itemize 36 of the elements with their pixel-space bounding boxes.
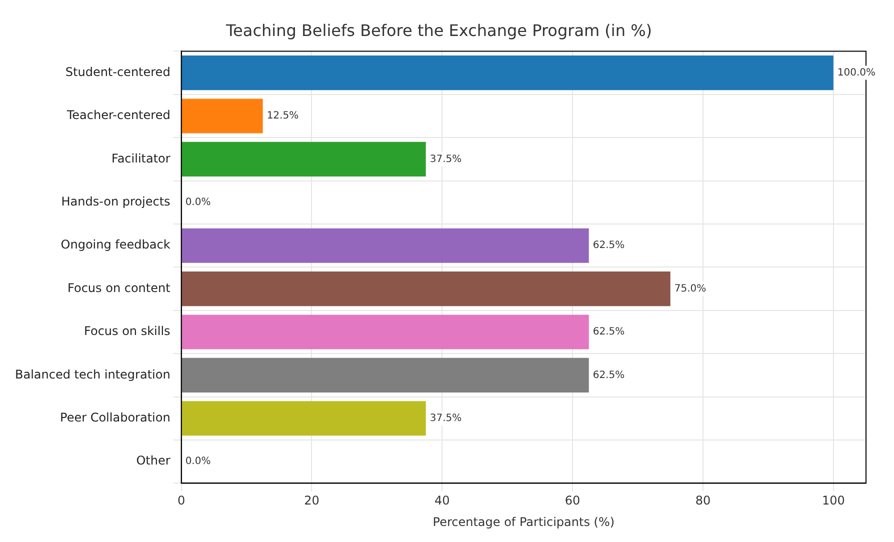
bar xyxy=(182,358,589,392)
data-label: 75.0% xyxy=(674,283,706,294)
y-tick-label: Focus on content xyxy=(68,280,171,295)
y-tick-label: Peer Collaboration xyxy=(60,410,170,425)
data-label: 62.5% xyxy=(592,240,625,252)
data-label: 62.5% xyxy=(592,370,625,381)
data-label: 0.0% xyxy=(185,196,211,208)
bar xyxy=(182,314,589,350)
x-tick-label: 40 xyxy=(434,494,450,508)
bar xyxy=(182,228,589,263)
data-label: 0.0% xyxy=(185,456,211,468)
data-label: 37.5% xyxy=(430,412,462,424)
y-tick-label: Focus on skills xyxy=(84,324,170,338)
x-tick-label: 100 xyxy=(822,494,845,508)
y-tick-label: Hands-on projects xyxy=(61,194,170,209)
y-tick-label: Teacher-centered xyxy=(66,108,170,122)
y-tick-label: Ongoing feedback xyxy=(60,238,170,252)
x-axis-title: Percentage of Participants (%) xyxy=(432,514,615,529)
y-tick-label: Balanced tech integration xyxy=(14,367,170,382)
bar xyxy=(182,401,426,436)
data-label: 12.5% xyxy=(266,110,299,122)
chart-title: Teaching Beliefs Before the Exchange Program (in %) xyxy=(224,20,652,40)
data-label: 100.0% xyxy=(837,67,876,78)
bar xyxy=(182,272,670,306)
data-label: 62.5% xyxy=(592,326,625,338)
x-tick-label: 20 xyxy=(304,494,320,508)
x-tick-label: 80 xyxy=(695,494,711,508)
x-tick-label: 60 xyxy=(564,494,580,508)
bar xyxy=(182,56,834,90)
x-tick-label: 0 xyxy=(177,494,186,508)
y-tick-label: Other xyxy=(136,454,170,468)
data-label: 37.5% xyxy=(430,154,462,165)
y-tick-label: Facilitator xyxy=(112,151,170,166)
bar xyxy=(182,142,426,176)
bar xyxy=(182,98,263,134)
y-tick-label: Student-centered xyxy=(65,64,170,79)
